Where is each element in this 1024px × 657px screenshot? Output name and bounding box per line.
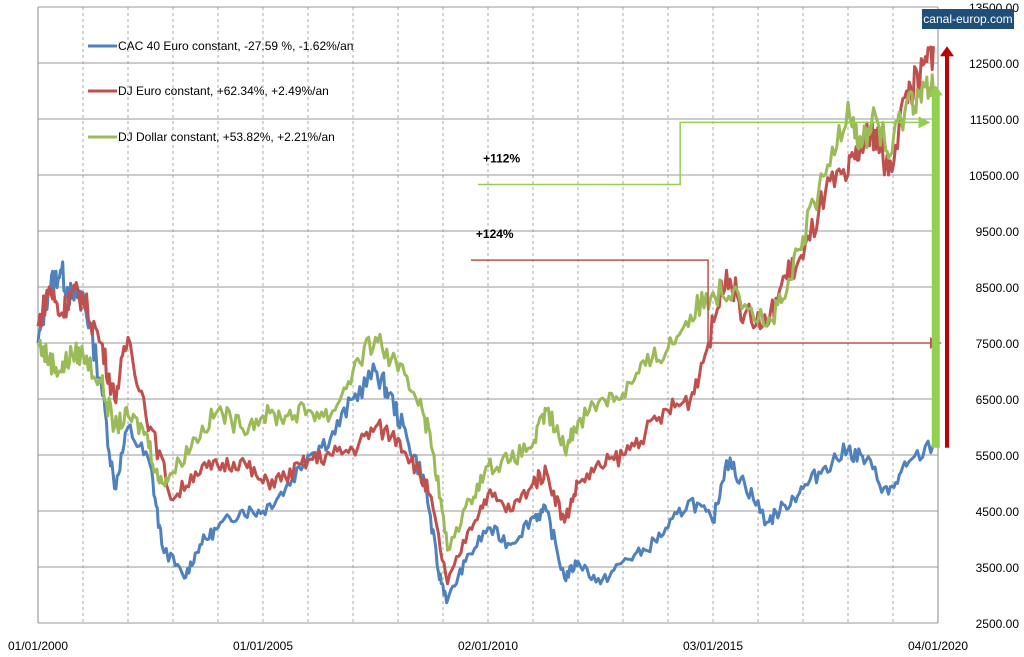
y-tick-label: 3500.00: [976, 561, 1020, 575]
x-tick-label: 03/01/2015: [683, 639, 743, 653]
legend-label: CAC 40 Euro constant, -27.59 %, -1.62%/a…: [118, 39, 353, 53]
y-tick-label: 8500.00: [976, 281, 1020, 295]
legend-label: DJ Euro constant, +62.34%, +2.49%/an: [118, 84, 329, 98]
series-line-0: [36, 260, 935, 605]
annotation-label: +112%: [483, 152, 520, 166]
series-line-2: [36, 73, 935, 552]
legend: CAC 40 Euro constant, -27.59 %, -1.62%/a…: [88, 39, 353, 144]
y-axis-ticks: 2500.00 3500.00 4500.00 5500.00 6500.00 7500.…: [969, 1, 1019, 631]
y-tick-label: 9500.00: [976, 225, 1020, 239]
dj-euro-gain-arrow-head: [940, 46, 954, 57]
grid: [37, 6, 939, 624]
y-tick-label: 2500.00: [976, 617, 1020, 631]
y-tick-label: 6500.00: [976, 393, 1020, 407]
dj-euro-gain-arrow-shaft: [945, 54, 949, 448]
y-tick-label: 10500.00: [969, 169, 1019, 183]
annotation-line-1: [470, 259, 942, 349]
x-tick-label: 04/01/2020: [908, 639, 968, 653]
watermark-text: canal-europ.com: [923, 12, 1012, 26]
annotation-label: +124%: [476, 227, 514, 241]
watermark: canal-europ.com: [922, 9, 1014, 29]
watermark-bg: [922, 9, 1014, 29]
x-tick-label: 01/01/2000: [8, 639, 68, 653]
x-axis-ticks: 01/01/2000 01/01/2005 02/01/2010 03/01/2015…: [8, 639, 968, 653]
x-tick-label: 01/01/2005: [233, 639, 293, 653]
dj-dollar-gain-arrow-shaft: [931, 93, 940, 448]
y-tick-label: 12500.00: [969, 57, 1019, 71]
legend-label: DJ Dollar constant, +53.82%, +2.21%/an: [118, 130, 335, 144]
series-lines: [36, 45, 935, 605]
series-line-1: [36, 45, 935, 586]
y-tick-label: 4500.00: [976, 505, 1020, 519]
x-tick-label: 02/01/2010: [458, 639, 518, 653]
y-tick-label: 7500.00: [976, 337, 1020, 351]
annotations: +112% +124%: [470, 46, 954, 448]
y-tick-label: 5500.00: [976, 449, 1020, 463]
y-tick-label: 11500.00: [970, 113, 1019, 127]
dj-dollar-gain-arrow-head: [928, 85, 943, 96]
annotation-line-0: [478, 116, 931, 186]
